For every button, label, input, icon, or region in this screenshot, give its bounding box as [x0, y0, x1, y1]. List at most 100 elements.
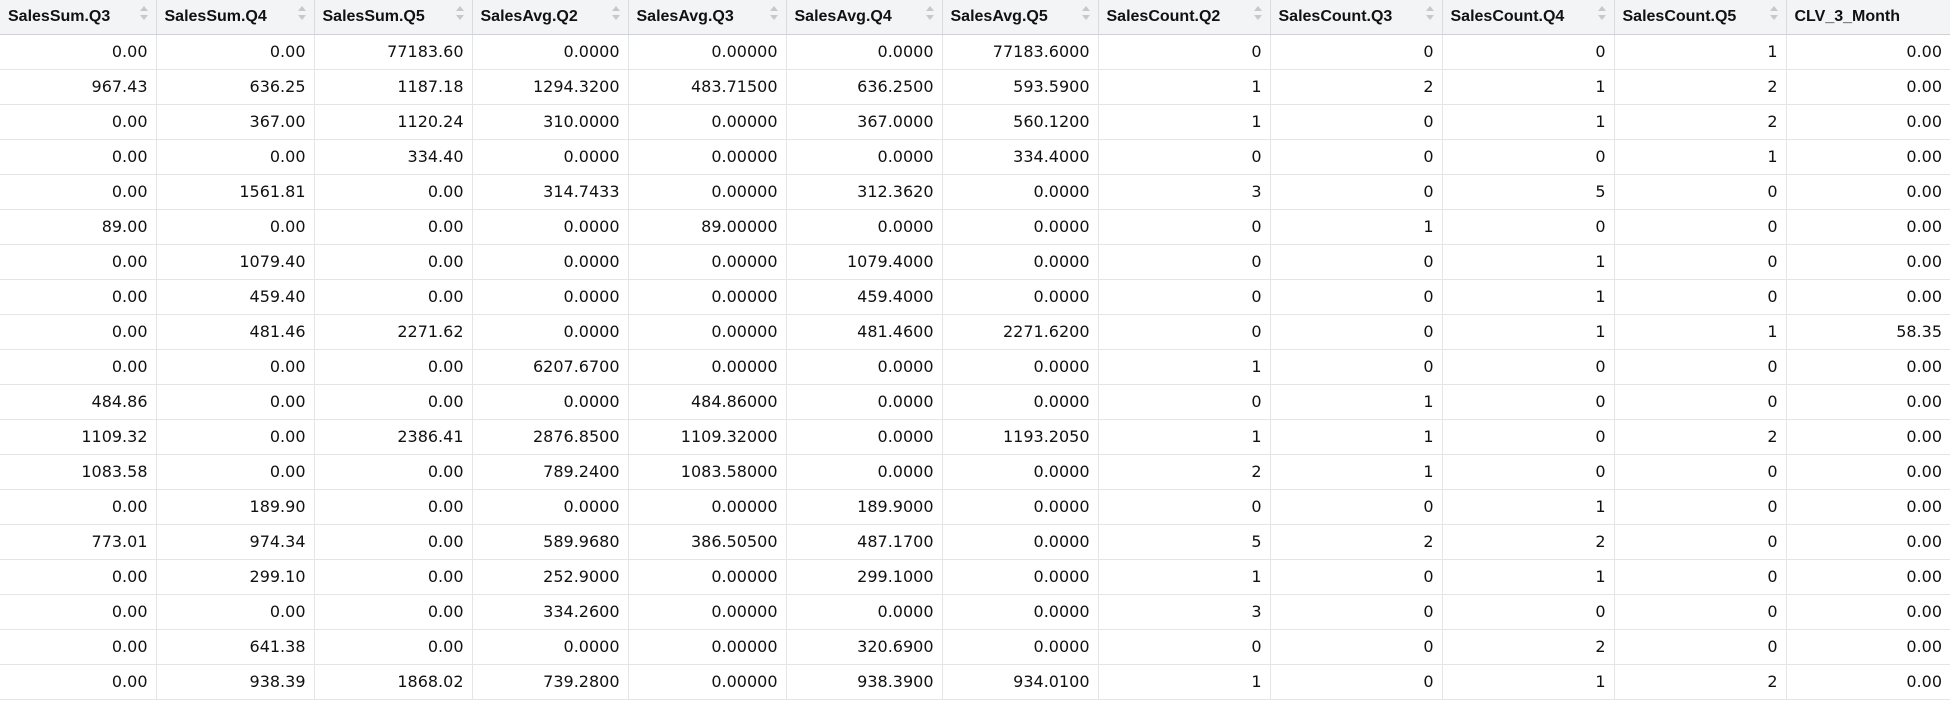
table-row[interactable]: 0.00 189.90 0.00 0.0000 0.00000 189.9000 0.000… [0, 489, 1950, 525]
table-cell[interactable]: 0.00 [0, 559, 157, 595]
table-cell[interactable]: 0 [1270, 104, 1443, 140]
table-cell[interactable]: 0.0000 [472, 279, 629, 315]
table-cell[interactable]: 1079.4000 [786, 244, 943, 280]
table-cell[interactable]: 0.00 [156, 34, 315, 70]
table-cell[interactable]: 0.0000 [942, 524, 1099, 560]
sort-updown-icon[interactable] [611, 4, 621, 22]
table-cell[interactable]: 1 [1442, 244, 1615, 280]
table-cell[interactable]: 1 [1270, 454, 1443, 490]
table-cell[interactable]: 0.0000 [786, 419, 943, 455]
table-cell[interactable]: 0 [1270, 314, 1443, 350]
table-cell[interactable]: 1 [1270, 384, 1443, 420]
table-cell[interactable]: 0 [1614, 244, 1787, 280]
table-cell[interactable]: 0.00 [156, 594, 315, 630]
table-cell[interactable]: 0.00 [0, 104, 157, 140]
table-row[interactable]: 0.00 641.38 0.00 0.0000 0.00000 320.6900 0.000… [0, 629, 1950, 665]
table-cell[interactable]: 0 [1442, 34, 1615, 70]
table-cell[interactable]: 0 [1270, 559, 1443, 595]
sort-updown-icon[interactable] [1081, 4, 1091, 22]
table-cell[interactable]: 0 [1270, 629, 1443, 665]
table-cell[interactable]: 1 [1442, 314, 1615, 350]
table-cell[interactable]: 0.00 [0, 489, 157, 525]
table-cell[interactable]: 0.0000 [472, 489, 629, 525]
table-cell[interactable]: 1561.81 [156, 174, 315, 210]
table-cell[interactable]: 0 [1614, 209, 1787, 245]
table-cell[interactable]: 0 [1614, 279, 1787, 315]
table-cell[interactable]: 0 [1442, 594, 1615, 630]
table-cell[interactable]: 589.9680 [472, 524, 629, 560]
table-cell[interactable]: 2876.8500 [472, 419, 629, 455]
table-cell[interactable]: 77183.60 [314, 34, 473, 70]
table-cell[interactable]: 0.00 [1786, 489, 1950, 525]
table-row[interactable]: 0.00 1561.81 0.00 314.7433 0.00000 312.3620 0.… [0, 174, 1950, 210]
table-cell[interactable]: 89.00000 [628, 209, 787, 245]
sort-updown-icon[interactable] [297, 4, 307, 22]
table-cell[interactable]: 314.7433 [472, 174, 629, 210]
table-cell[interactable]: 0 [1270, 174, 1443, 210]
table-cell[interactable]: 484.86 [0, 384, 157, 420]
table-cell[interactable]: 0.00 [0, 664, 157, 700]
table-cell[interactable]: 0 [1270, 244, 1443, 280]
table-cell[interactable]: 0 [1098, 489, 1271, 525]
table-cell[interactable]: 0.00 [156, 384, 315, 420]
table-cell[interactable]: 334.4000 [942, 139, 1099, 175]
table-cell[interactable]: 0.00 [0, 174, 157, 210]
table-cell[interactable]: 481.46 [156, 314, 315, 350]
table-cell[interactable]: 0.0000 [786, 384, 943, 420]
table-cell[interactable]: 0 [1442, 209, 1615, 245]
table-cell[interactable]: 0.00 [0, 279, 157, 315]
table-cell[interactable]: 1 [1098, 664, 1271, 700]
table-cell[interactable]: 2 [1098, 454, 1271, 490]
table-cell[interactable]: 0.00000 [628, 489, 787, 525]
table-cell[interactable]: 0.0000 [942, 454, 1099, 490]
table-cell[interactable]: 0 [1098, 34, 1271, 70]
table-cell[interactable]: 0.0000 [472, 314, 629, 350]
sort-updown-icon[interactable] [925, 4, 935, 22]
table-cell[interactable]: 636.2500 [786, 69, 943, 105]
table-cell[interactable]: 1 [1098, 349, 1271, 385]
table-row[interactable]: 0.00 1079.40 0.00 0.0000 0.00000 1079.4000 0.0… [0, 244, 1950, 280]
table-cell[interactable]: 0.00 [314, 384, 473, 420]
sort-updown-icon[interactable] [769, 4, 779, 22]
table-row[interactable]: 0.00 299.10 0.00 252.9000 0.00000 299.1000 0.0… [0, 559, 1950, 595]
table-cell[interactable]: 560.1200 [942, 104, 1099, 140]
table-cell[interactable]: 459.4000 [786, 279, 943, 315]
table-row[interactable]: 1083.58 0.00 0.00 789.2400 1083.58000 0.0000 0… [0, 454, 1950, 490]
table-cell[interactable]: 0.00 [314, 279, 473, 315]
table-cell[interactable]: 0 [1270, 139, 1443, 175]
table-cell[interactable]: 0.00 [1786, 279, 1950, 315]
table-cell[interactable]: 0.00000 [628, 349, 787, 385]
table-cell[interactable]: 0.0000 [472, 139, 629, 175]
table-cell[interactable]: 1 [1614, 314, 1787, 350]
table-cell[interactable]: 593.5900 [942, 69, 1099, 105]
table-cell[interactable]: 0.00 [314, 489, 473, 525]
table-cell[interactable]: 0.0000 [472, 384, 629, 420]
table-cell[interactable]: 0 [1614, 559, 1787, 595]
table-cell[interactable]: 1294.3200 [472, 69, 629, 105]
table-cell[interactable]: 0.00 [314, 559, 473, 595]
table-cell[interactable]: 789.2400 [472, 454, 629, 490]
table-cell[interactable]: 2386.41 [314, 419, 473, 455]
table-cell[interactable]: 0.00 [314, 594, 473, 630]
sort-updown-icon[interactable] [1597, 4, 1607, 22]
table-cell[interactable]: 1187.18 [314, 69, 473, 105]
table-cell[interactable]: 0 [1270, 664, 1443, 700]
column-header-salessum-q5[interactable]: SalesSum.Q5 [314, 0, 473, 35]
table-cell[interactable]: 0 [1614, 629, 1787, 665]
table-cell[interactable]: 0.00 [156, 209, 315, 245]
table-row[interactable]: 0.00 481.46 2271.62 0.0000 0.00000 481.4600 22… [0, 314, 1950, 350]
table-cell[interactable]: 938.3900 [786, 664, 943, 700]
table-cell[interactable]: 5 [1442, 174, 1615, 210]
table-cell[interactable]: 2 [1614, 664, 1787, 700]
table-cell[interactable]: 487.1700 [786, 524, 943, 560]
table-cell[interactable]: 0.00 [0, 629, 157, 665]
table-cell[interactable]: 2 [1614, 419, 1787, 455]
table-cell[interactable]: 773.01 [0, 524, 157, 560]
table-cell[interactable]: 0 [1442, 419, 1615, 455]
table-cell[interactable]: 484.86000 [628, 384, 787, 420]
table-cell[interactable]: 1109.32 [0, 419, 157, 455]
table-row[interactable]: 484.86 0.00 0.00 0.0000 484.86000 0.0000 0.000… [0, 384, 1950, 420]
table-cell[interactable]: 0 [1442, 454, 1615, 490]
table-cell[interactable]: 0.00 [1786, 384, 1950, 420]
table-cell[interactable]: 0.00000 [628, 664, 787, 700]
